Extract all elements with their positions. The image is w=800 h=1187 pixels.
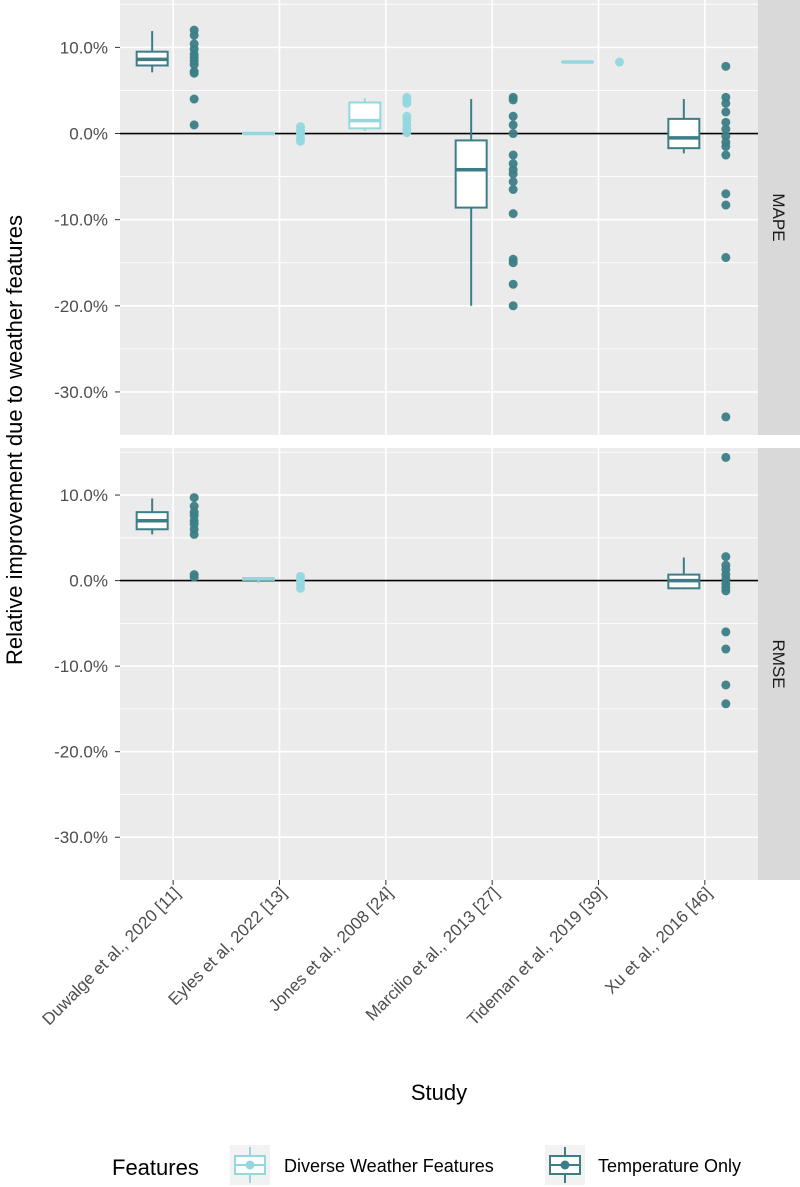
data-point	[721, 253, 731, 263]
data-point	[721, 150, 731, 160]
y-axes: 10.0% 0.0% -10.0% -20.0% -30.0% 10.0% 0.0% -10.…	[54, 38, 120, 847]
data-point	[721, 98, 731, 108]
data-point	[402, 98, 412, 108]
y-tick-label: -20.0%	[54, 297, 108, 316]
facet-label: MAPE	[769, 193, 788, 241]
x-tick-label: Xu et al., 2016 [46]	[601, 883, 715, 997]
panel-background	[120, 448, 758, 880]
data-point	[508, 279, 518, 289]
data-point	[189, 572, 199, 582]
data-point	[721, 627, 731, 637]
data-point	[508, 301, 518, 311]
data-point	[721, 452, 731, 462]
legend-title: Features	[112, 1155, 199, 1180]
legend: Features Diverse Weather Features Tempera…	[112, 1145, 741, 1185]
data-point	[508, 185, 518, 195]
facet-strip	[758, 0, 800, 435]
data-point	[721, 412, 731, 422]
study-5-temperature	[667, 61, 731, 422]
data-point	[721, 680, 731, 690]
study-0-temperature	[135, 25, 199, 130]
data-point	[721, 552, 731, 562]
y-tick-label: 0.0%	[69, 572, 108, 591]
y-tick-label: 10.0%	[60, 38, 108, 57]
data-point	[189, 60, 199, 70]
data-point	[508, 111, 518, 121]
data-point	[508, 209, 518, 219]
data-point	[508, 258, 518, 268]
data-point	[721, 107, 731, 117]
x-axis-title: Study	[411, 1080, 467, 1105]
facet-rmse	[120, 448, 758, 880]
y-tick-label: -30.0%	[54, 828, 108, 847]
study-2-diverse	[348, 92, 412, 138]
legend-key-point	[560, 1160, 570, 1170]
facet-strip	[758, 448, 800, 880]
data-point	[189, 120, 199, 130]
y-tick-label: -30.0%	[54, 383, 108, 402]
legend-label: Temperature Only	[598, 1156, 741, 1176]
data-point	[508, 120, 518, 130]
study-3-temperature	[454, 92, 518, 311]
data-point	[721, 699, 731, 709]
data-point	[508, 129, 518, 139]
data-point	[296, 583, 305, 593]
facet-mape	[120, 0, 758, 435]
study-1-diverse	[242, 122, 305, 146]
legend-items: Diverse Weather Features Temperature Only	[230, 1145, 741, 1185]
x-axis: Duwalge et al., 2020 [11]Eyles et al, 20…	[38, 880, 716, 1029]
data-point	[721, 644, 731, 654]
data-point	[721, 124, 731, 134]
data-point	[721, 117, 731, 127]
data-point	[721, 189, 731, 199]
data-point	[615, 57, 624, 67]
legend-label: Diverse Weather Features	[284, 1156, 494, 1176]
facet-label: RMSE	[769, 639, 788, 688]
data-point	[721, 200, 731, 210]
data-point	[189, 68, 199, 78]
legend-item-temperature: Temperature Only	[545, 1145, 741, 1185]
data-point	[508, 169, 518, 179]
panel-background	[120, 0, 758, 435]
data-point	[721, 586, 731, 596]
data-point	[721, 61, 731, 71]
study-1-diverse	[242, 571, 305, 593]
data-point	[189, 30, 199, 40]
study-4-diverse	[561, 57, 624, 67]
data-point	[721, 141, 731, 151]
x-tick-label: Duwalge et al., 2020 [11]	[38, 883, 184, 1029]
box	[348, 101, 382, 130]
data-point	[508, 177, 518, 187]
facet-panels: MAPE RMSE	[120, 0, 800, 880]
data-point	[189, 94, 199, 104]
data-point	[296, 136, 305, 146]
data-point	[402, 128, 412, 138]
y-tick-label: -20.0%	[54, 743, 108, 762]
data-point	[189, 529, 199, 539]
data-point	[508, 95, 518, 105]
y-tick-label: 0.0%	[69, 125, 108, 144]
data-point	[189, 493, 199, 503]
legend-key-point	[245, 1160, 255, 1170]
box	[667, 117, 701, 150]
y-tick-label: -10.0%	[54, 657, 108, 676]
y-tick-label: 10.0%	[60, 486, 108, 505]
data-point	[508, 150, 518, 160]
study-0-temperature	[135, 493, 199, 582]
y-axis-title: Relative improvement due to weather feat…	[2, 215, 27, 665]
y-tick-label: -10.0%	[54, 211, 108, 230]
study-5-temperature	[667, 452, 731, 709]
legend-item-diverse: Diverse Weather Features	[230, 1145, 494, 1185]
x-tick-label: Eyles et al, 2022 [13]	[165, 883, 291, 1009]
box	[454, 139, 488, 209]
